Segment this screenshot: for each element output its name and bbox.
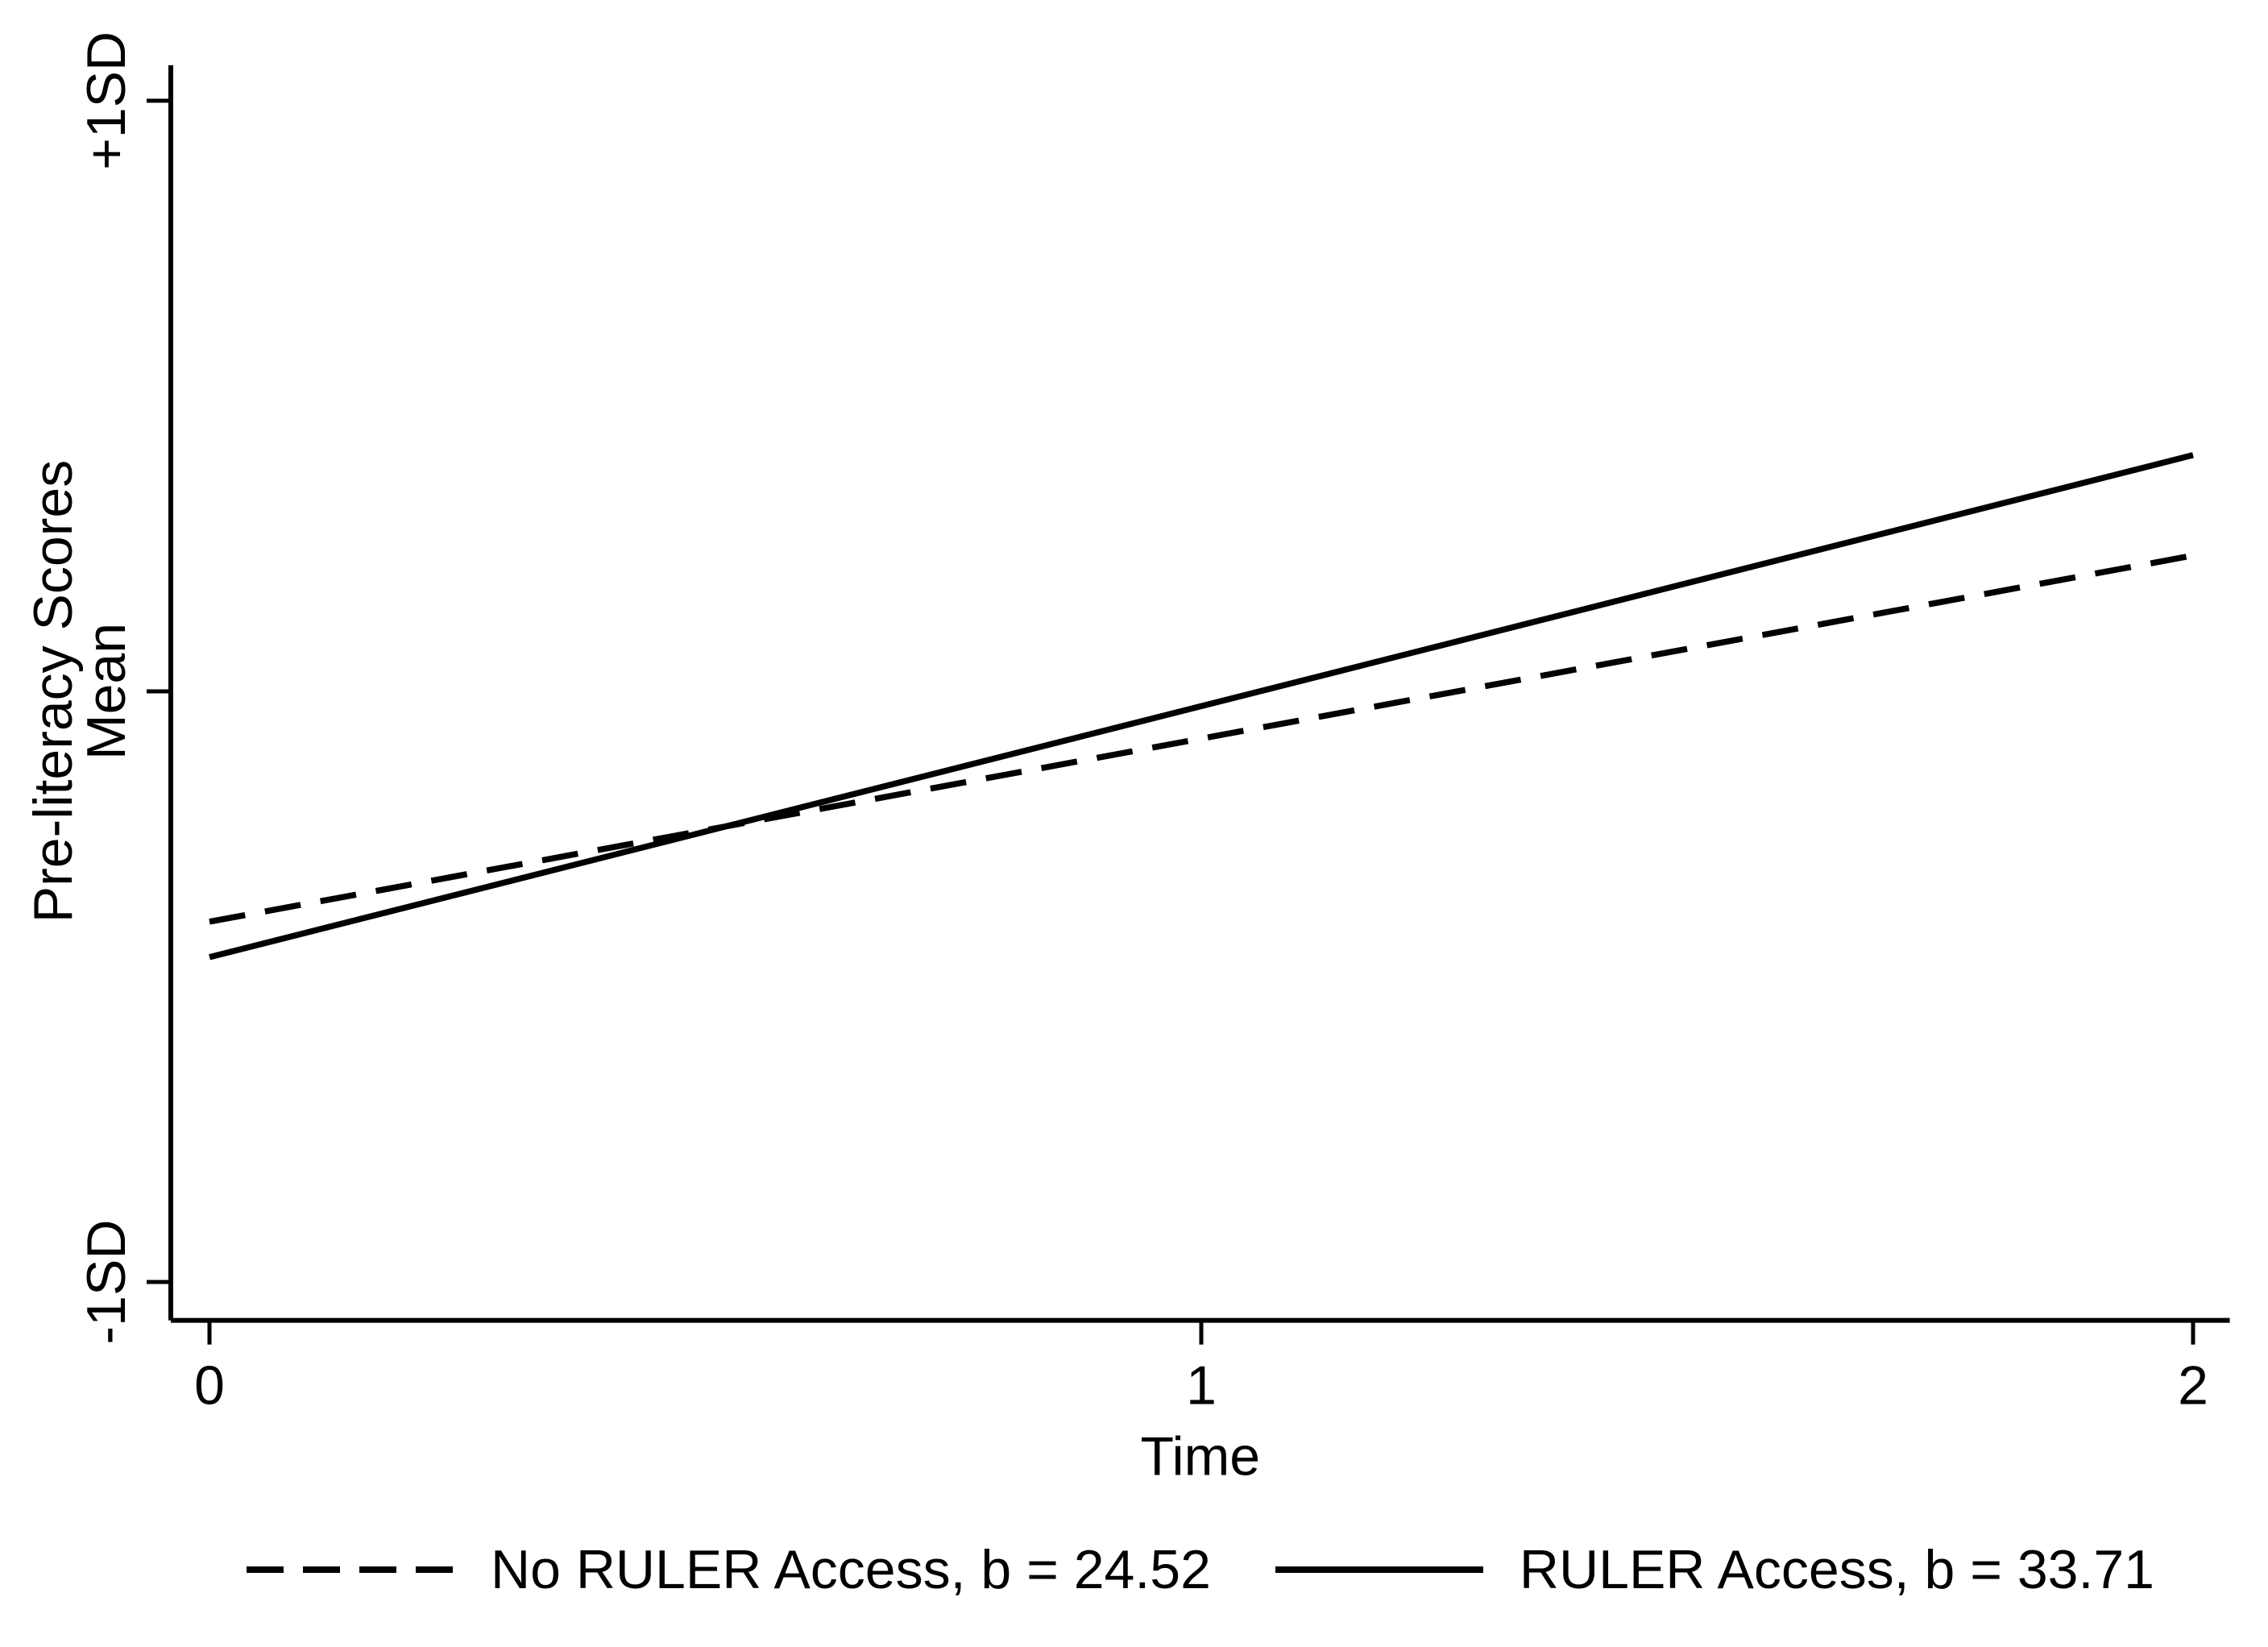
y-tick-label: +1SD (76, 31, 137, 170)
legend-label: RULER Access, b = 33.71 (1519, 1538, 2154, 1600)
x-tick-label: 1 (1186, 1355, 1217, 1417)
series-line-ruler-access (209, 452, 2194, 960)
x-axis-title: Time (1140, 1426, 1260, 1487)
legend-item-ruler-access: RULER Access, b = 33.71 (1275, 1538, 2154, 1600)
series-line-no-ruler-access (209, 552, 2194, 925)
y-axis-title: Pre-literacy Scores (23, 460, 84, 923)
dashed-line-swatch-icon (247, 1566, 454, 1573)
solid-line-swatch-icon (1275, 1566, 1483, 1573)
legend-item-no-ruler-access: No RULER Access, b = 24.52 (247, 1538, 1211, 1600)
y-tick-label: -1SD (76, 1220, 137, 1345)
x-tick-label: 2 (2178, 1355, 2208, 1417)
chart-legend: No RULER Access, b = 24.52 RULER Access, … (171, 1529, 2230, 1610)
x-tick-label: 0 (194, 1355, 225, 1417)
legend-label: No RULER Access, b = 24.52 (491, 1538, 1211, 1600)
y-tick-label: Mean (76, 623, 137, 760)
